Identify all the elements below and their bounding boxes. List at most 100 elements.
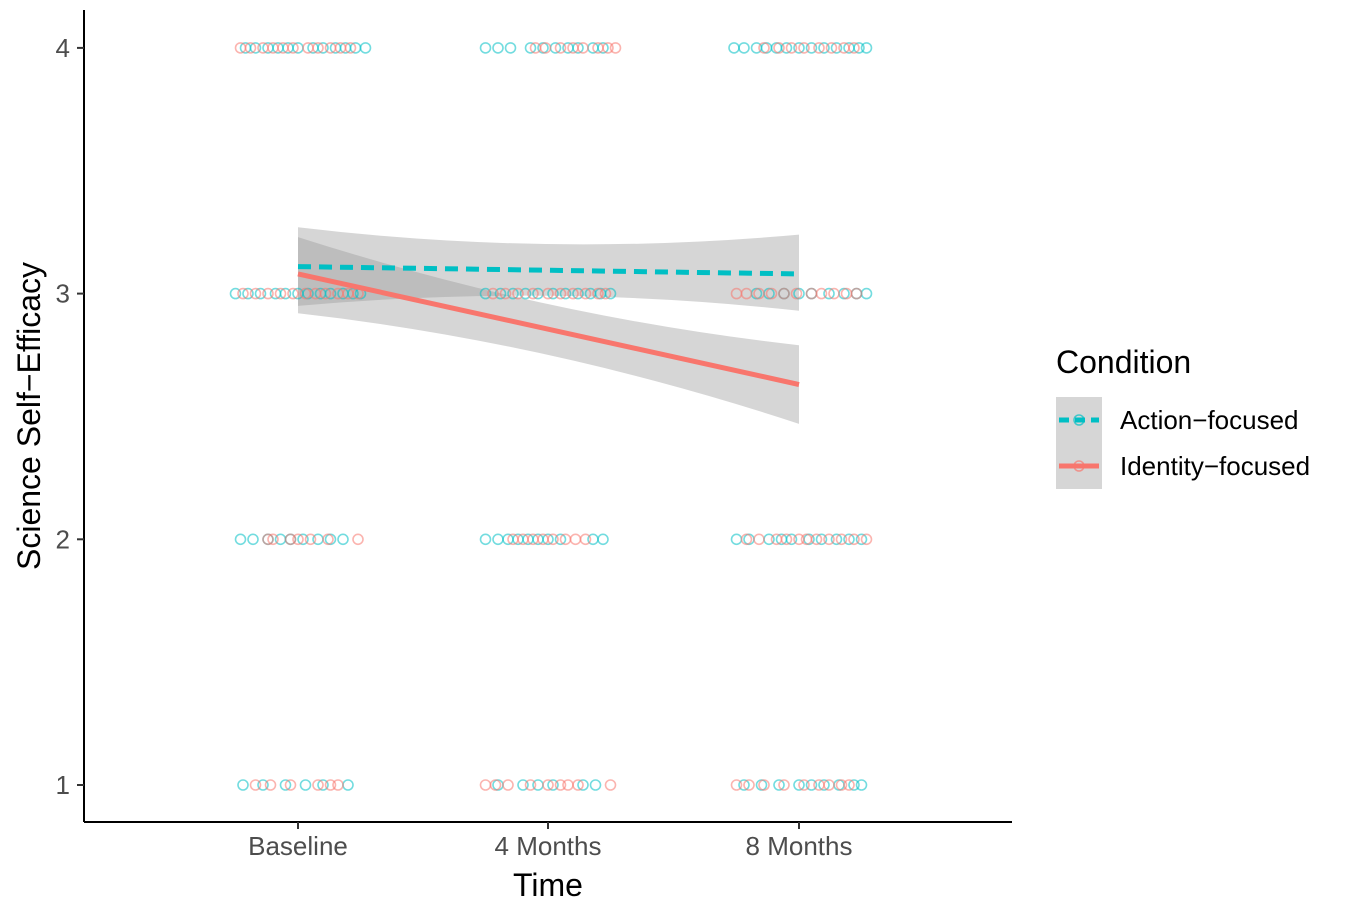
data-point-identity-focused — [262, 287, 274, 300]
data-point-identity-focused — [244, 42, 257, 54]
data-point-action-focused — [479, 42, 492, 54]
data-point-action-focused — [773, 779, 785, 791]
y-tick-label: 1 — [56, 770, 70, 800]
y-ticks: 1 2 3 4 — [56, 33, 84, 800]
data-point-identity-focused — [843, 779, 855, 791]
legend-key-background — [1056, 397, 1102, 489]
data-point-identity-focused — [579, 287, 592, 300]
data-point-action-focused — [780, 42, 793, 54]
data-point-identity-focused — [828, 287, 840, 300]
data-point-identity-focused — [539, 42, 552, 54]
data-point-identity-focused — [740, 287, 753, 300]
data-point-identity-focused — [790, 287, 803, 300]
y-axis-title: Science Self−Efficacy — [11, 262, 47, 570]
trend-line-identity-focused — [297, 271, 800, 387]
data-point-action-focused — [559, 287, 572, 300]
data-point-identity-focused — [262, 533, 274, 546]
data-point-action-focused — [815, 533, 828, 546]
legend-title: Condition — [1056, 344, 1191, 380]
data-point-identity-focused — [815, 287, 828, 300]
data-point-identity-focused — [778, 287, 790, 300]
x-tick-label: 8 Months — [746, 831, 853, 861]
data-point-identity-focused — [813, 42, 825, 54]
data-point-identity-focused — [850, 287, 863, 300]
data-point-action-focused — [519, 287, 532, 300]
data-point-identity-focused — [554, 779, 567, 791]
data-point-action-focused — [324, 287, 337, 300]
data-point-action-focused — [297, 533, 309, 546]
data-point-action-focused — [728, 42, 740, 54]
data-point-action-focused — [860, 287, 873, 300]
data-point-action-focused — [853, 42, 865, 54]
data-point-identity-focused — [602, 42, 614, 54]
data-point-identity-focused — [249, 287, 262, 300]
data-point-action-focused — [848, 779, 860, 791]
data-point-identity-focused — [489, 779, 502, 791]
x-tick-label: Baseline — [248, 831, 348, 861]
legend-label-action-focused: Action−focused — [1120, 405, 1299, 435]
data-point-identity-focused — [753, 533, 765, 546]
data-point-action-focused — [597, 42, 609, 54]
data-point-action-focused — [793, 779, 805, 791]
x-ticks: Baseline 4 Months 8 Months — [248, 822, 852, 861]
legend: Condition Action−focused Identity−focuse… — [1056, 344, 1310, 489]
data-point-identity-focused — [572, 779, 584, 791]
data-point-identity-focused — [312, 42, 324, 54]
data-point-action-focused — [254, 287, 267, 300]
data-point-action-focused — [257, 779, 269, 791]
legend-key-action-focused — [1059, 414, 1099, 426]
axes — [83, 10, 1012, 823]
data-point-identity-focused — [805, 287, 818, 300]
data-point-action-focused — [492, 42, 504, 54]
data-point-identity-focused — [264, 779, 277, 791]
confidence-ribbons — [298, 227, 799, 424]
data-point-identity-focused — [793, 533, 805, 546]
data-point-action-focused — [247, 533, 259, 546]
data-point-action-focused — [830, 533, 843, 546]
x-tick-label: 4 Months — [495, 831, 602, 861]
data-point-identity-focused — [547, 533, 559, 546]
data-point-action-focused — [823, 287, 835, 300]
data-point-action-focused — [299, 779, 312, 791]
data-point-identity-focused — [823, 779, 835, 791]
data-point-action-focused — [337, 533, 349, 546]
data-point-identity-focused — [542, 287, 554, 300]
legend-key-identity-focused — [1059, 460, 1099, 472]
data-point-identity-focused — [304, 533, 317, 546]
data-point-identity-focused — [562, 779, 574, 791]
data-point-action-focused — [855, 779, 868, 791]
data-point-action-focused — [229, 287, 242, 300]
data-point-action-focused — [237, 779, 249, 791]
data-point-identity-focused — [577, 42, 589, 54]
data-point-action-focused — [492, 533, 504, 546]
data-point-identity-focused — [287, 287, 299, 300]
data-point-identity-focused — [604, 779, 617, 791]
data-point-identity-focused — [592, 287, 604, 300]
data-point-action-focused — [279, 779, 292, 791]
data-point-identity-focused — [848, 42, 860, 54]
data-point-identity-focused — [609, 42, 622, 54]
data-point-action-focused — [342, 779, 354, 791]
data-point-identity-focused — [567, 287, 579, 300]
data-point-action-focused — [843, 533, 855, 546]
data-point-action-focused — [524, 42, 537, 54]
data-point-identity-focused — [579, 533, 592, 546]
data-point-action-focused — [542, 533, 554, 546]
data-point-action-focused — [547, 779, 559, 791]
data-point-action-focused — [359, 42, 372, 54]
data-point-identity-focused — [848, 533, 860, 546]
data-point-action-focused — [572, 42, 584, 54]
data-point-identity-focused — [524, 779, 537, 791]
data-point-identity-focused — [499, 287, 512, 300]
data-point-identity-focused — [542, 779, 554, 791]
data-point-action-focused — [279, 287, 292, 300]
data-point-identity-focused — [512, 287, 524, 300]
data-point-identity-focused — [287, 42, 299, 54]
data-point-identity-focused — [753, 287, 765, 300]
data-point-action-focused — [517, 779, 529, 791]
data-point-action-focused — [507, 287, 519, 300]
data-point-identity-focused — [249, 779, 262, 791]
ci-ribbon-action-focused — [298, 227, 799, 311]
data-point-action-focused — [818, 42, 830, 54]
